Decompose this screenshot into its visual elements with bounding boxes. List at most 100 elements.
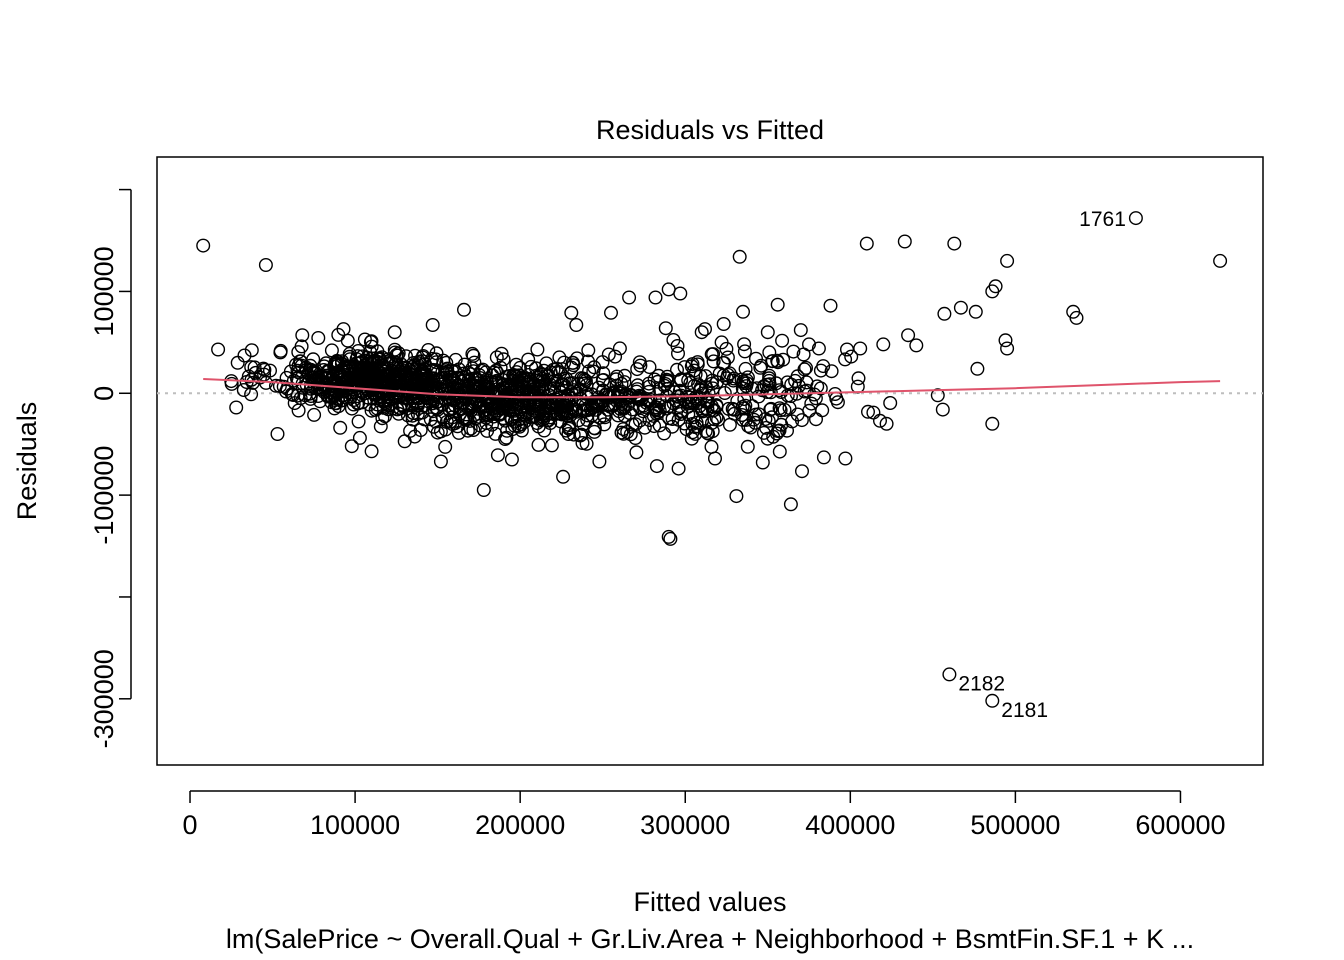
- data-point: [782, 400, 797, 415]
- data-point: [419, 373, 434, 388]
- data-point: [687, 363, 702, 378]
- data-point: [828, 387, 843, 402]
- data-point: [741, 419, 756, 434]
- data-point: [861, 404, 876, 419]
- data-point: [712, 366, 727, 381]
- y-tick-label: 0: [89, 386, 119, 401]
- data-point: [699, 380, 714, 395]
- data-point: [406, 377, 421, 392]
- data-point: [647, 419, 662, 434]
- data-point: [695, 413, 710, 428]
- data-point: [244, 387, 259, 402]
- data-point: [336, 322, 351, 337]
- data-point: [953, 300, 968, 315]
- data-point: [381, 392, 396, 407]
- data-point: [935, 402, 950, 417]
- data-point: [330, 354, 345, 369]
- data-point: [494, 346, 509, 361]
- data-point: [700, 425, 715, 440]
- data-point: [873, 413, 888, 428]
- x-tick-label: 0: [182, 810, 197, 840]
- data-point: [490, 448, 505, 463]
- data-point: [591, 398, 606, 413]
- data-point: [596, 373, 611, 388]
- data-point: [562, 420, 577, 435]
- data-point: [783, 497, 798, 512]
- x-tick-label: 400000: [805, 810, 895, 840]
- data-point: [725, 401, 740, 416]
- x-tick-label: 100000: [310, 810, 400, 840]
- data-point: [671, 346, 686, 361]
- data-point: [669, 393, 684, 408]
- data-point: [784, 389, 799, 404]
- data-point: [753, 360, 768, 375]
- data-point: [799, 360, 814, 375]
- data-point: [311, 331, 326, 346]
- data-point: [448, 352, 463, 367]
- data-point: [411, 398, 426, 413]
- data-point: [879, 416, 894, 431]
- data-point: [901, 328, 916, 343]
- data-point: [671, 461, 686, 476]
- data-point: [573, 382, 588, 397]
- data-point: [700, 401, 715, 416]
- data-point: [328, 376, 343, 391]
- data-point: [985, 416, 1000, 431]
- data-point: [595, 355, 610, 370]
- data-point: [607, 386, 622, 401]
- data-point: [1213, 253, 1228, 268]
- x-tick-label: 500000: [970, 810, 1060, 840]
- data-point: [569, 318, 584, 333]
- data-point: [998, 333, 1013, 348]
- data-point: [462, 398, 477, 413]
- data-point: [762, 371, 777, 386]
- data-point: [499, 430, 514, 445]
- smoother-line: [203, 378, 1221, 399]
- data-point: [761, 413, 776, 428]
- data-point: [772, 401, 787, 416]
- data-point: [579, 436, 594, 451]
- data-point: [649, 459, 664, 474]
- data-point: [632, 413, 647, 428]
- data-point: [400, 408, 415, 423]
- data-point: [937, 306, 952, 321]
- data-point: [509, 357, 524, 372]
- data-point: [716, 317, 731, 332]
- data-point: [340, 333, 355, 348]
- point-label-2182: 2182: [958, 672, 1005, 695]
- data-point: [661, 529, 676, 544]
- data-point: [970, 361, 985, 376]
- data-point: [581, 343, 596, 358]
- y-tick-label: -100000: [89, 446, 119, 545]
- data-point: [648, 400, 663, 415]
- y-axis-label: Residuals: [12, 402, 42, 521]
- data-point: [438, 370, 453, 385]
- data-point: [286, 373, 301, 388]
- data-point: [594, 395, 609, 410]
- data-point: [698, 322, 713, 337]
- data-point: [630, 362, 645, 377]
- data-point: [809, 412, 824, 427]
- data-point: [816, 450, 831, 465]
- data-point: [705, 424, 720, 439]
- data-point: [392, 381, 407, 396]
- data-point: [763, 385, 778, 400]
- data-point: [794, 413, 809, 428]
- data-point: [273, 345, 288, 360]
- data-point: [405, 398, 420, 413]
- x-tick-label: 300000: [640, 810, 730, 840]
- data-point: [698, 369, 713, 384]
- data-point: [543, 377, 558, 392]
- data-point: [720, 350, 735, 365]
- data-point: [795, 464, 810, 479]
- data-point: [303, 391, 318, 406]
- data-point: [694, 325, 709, 340]
- data-point: [704, 347, 719, 362]
- data-point: [611, 386, 626, 401]
- data-point: [365, 351, 380, 366]
- data-point: [629, 445, 644, 460]
- data-point: [780, 423, 795, 438]
- data-point: [352, 369, 367, 384]
- data-point: [942, 667, 957, 682]
- data-point: [580, 412, 595, 427]
